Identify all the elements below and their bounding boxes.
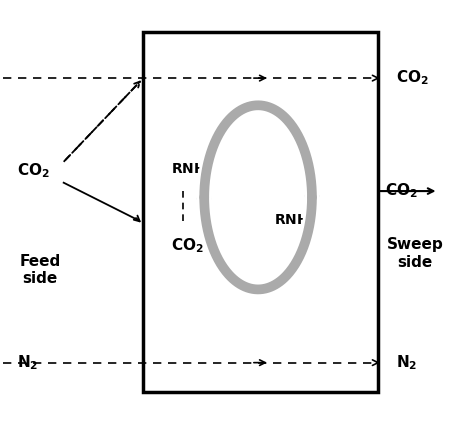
- Text: $\mathbf{N_2}$: $\mathbf{N_2}$: [17, 353, 38, 372]
- Text: $\mathbf{RNH_2}$: $\mathbf{RNH_2}$: [274, 212, 317, 229]
- Text: $\mathbf{RNH_2}$: $\mathbf{RNH_2}$: [172, 162, 213, 179]
- Text: $\mathbf{CO_2}$: $\mathbf{CO_2}$: [17, 161, 50, 179]
- Text: $\mathbf{CO_2}$: $\mathbf{CO_2}$: [396, 69, 429, 87]
- Text: Feed
side: Feed side: [19, 254, 61, 286]
- Text: $\mathbf{N_2}$: $\mathbf{N_2}$: [396, 353, 418, 372]
- Text: $\mathbf{CO_2}$: $\mathbf{CO_2}$: [172, 236, 204, 255]
- Text: $\mathbf{CO_2}$: $\mathbf{CO_2}$: [384, 182, 418, 201]
- Text: Sweep
side: Sweep side: [387, 237, 443, 270]
- Bar: [143, 32, 377, 392]
